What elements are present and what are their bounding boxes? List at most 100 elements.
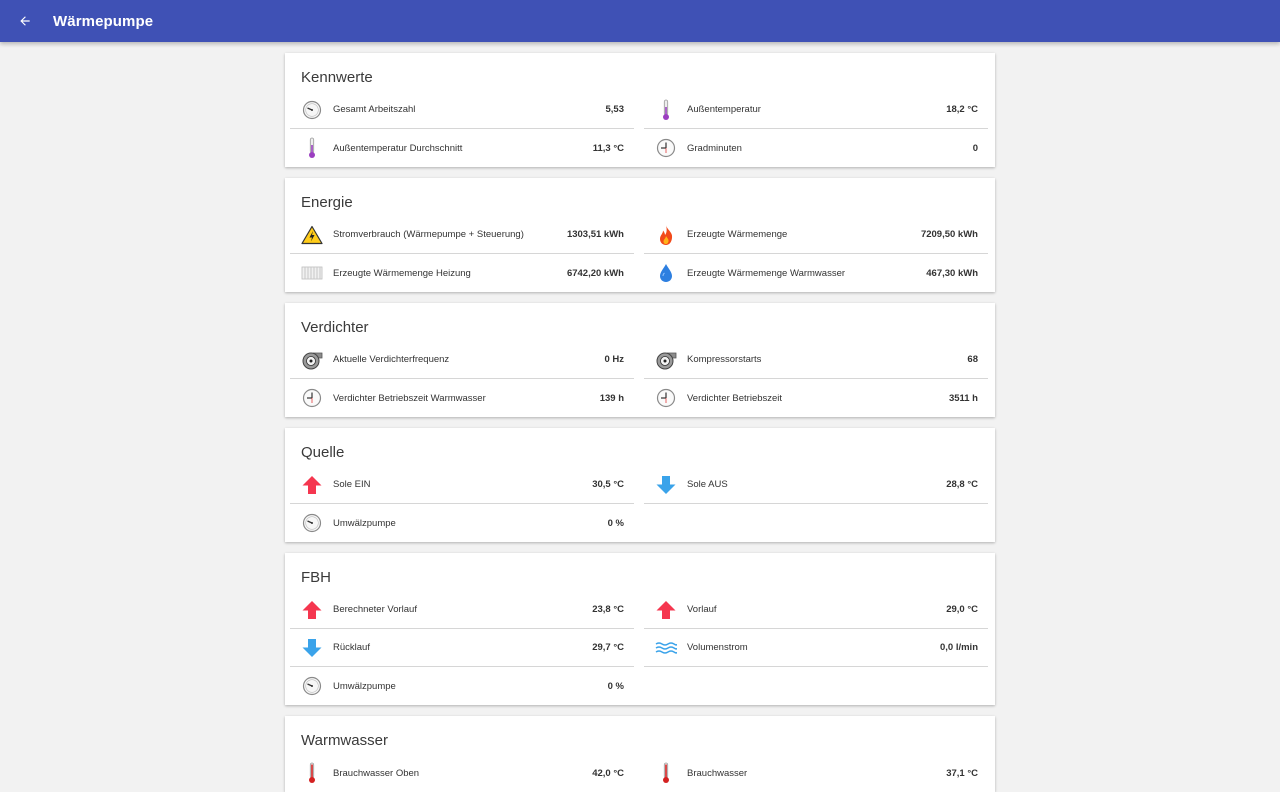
sensor-value: 7209,50 kWh: [920, 229, 978, 240]
clock-icon: [301, 387, 323, 409]
sensor-label: Berechneter Vorlauf: [333, 604, 417, 615]
main-content: Kennwerte Gesamt Arbeitszahl 5,53 Außent…: [285, 53, 995, 792]
empty-cell: [644, 504, 988, 542]
sensor-row[interactable]: Gesamt Arbeitszahl 5,53: [290, 91, 634, 129]
sensor-row[interactable]: Umwälzpumpe 0 %: [290, 504, 634, 542]
sensor-row[interactable]: Verdichter Betriebszeit Warmwasser 139 h: [290, 379, 634, 417]
sensor-row[interactable]: Erzeugte Wärmemenge 7209,50 kWh: [644, 216, 988, 254]
sensor-label: Kompressorstarts: [687, 354, 762, 365]
sensor-row[interactable]: Rücklauf 29,7 °C: [290, 629, 634, 667]
sensor-value: 42,0 °C: [592, 767, 624, 779]
sensor-value: 3511 h: [948, 392, 978, 404]
sensor-row[interactable]: Erzeugte Wärmemenge Warmwasser 467,30 kW…: [644, 254, 988, 292]
sensor-row[interactable]: Gradminuten 0: [644, 129, 988, 167]
sensor-label: Sole EIN: [333, 479, 371, 490]
sensor-row[interactable]: Berechneter Vorlauf 23,8 °C: [290, 591, 634, 629]
thermometer-hot-icon: [301, 762, 323, 784]
sensor-value: 0 %: [607, 517, 624, 529]
sensor-row[interactable]: Vorlauf 29,0 °C: [644, 591, 988, 629]
card-verdichter: Verdichter Aktuelle Verdichterfrequenz 0…: [285, 303, 995, 417]
card-kennwerte: Kennwerte Gesamt Arbeitszahl 5,53 Außent…: [285, 53, 995, 167]
sensor-label: Vorlauf: [687, 604, 717, 615]
sensor-label: Gesamt Arbeitszahl: [333, 104, 416, 115]
sensor-row[interactable]: Brauchwasser 37,1 °C: [644, 754, 988, 792]
sensor-label: Brauchwasser: [687, 767, 748, 779]
card-title: Kennwerte: [301, 69, 373, 86]
arrow-down-icon: [655, 474, 677, 496]
empty-cell: [644, 667, 988, 705]
waves-icon: [655, 637, 677, 659]
sensor-label: Sole AUS: [687, 479, 728, 490]
sensor-row[interactable]: Stromverbrauch (Wärmepumpe + Steuerung) …: [290, 216, 634, 254]
sensor-value: 0,0 l/min: [939, 642, 978, 653]
sensor-value: 30,5 °C: [592, 479, 624, 490]
sensor-value: 467,30 kWh: [926, 267, 978, 279]
sensor-label: Umwälzpumpe: [333, 517, 396, 529]
sensor-row[interactable]: Sole AUS 28,8 °C: [644, 466, 988, 504]
sensor-value: 0 Hz: [604, 354, 624, 365]
arrow-down-icon: [301, 637, 323, 659]
sensor-value: 37,1 °C: [946, 767, 978, 779]
card-fbh: FBH Berechneter Vorlauf 23,8 °C Vorlauf …: [285, 553, 995, 705]
sensor-label: Stromverbrauch (Wärmepumpe + Steuerung): [333, 229, 524, 240]
arrow-up-icon: [301, 474, 323, 496]
page-title: Wärmepumpe: [53, 12, 154, 30]
card-title: Warmwasser: [301, 732, 388, 749]
sensor-row[interactable]: Erzeugte Wärmemenge Heizung 6742,20 kWh: [290, 254, 634, 292]
gauge-icon: [301, 99, 323, 121]
sensor-row[interactable]: Außentemperatur Durchschnitt 11,3 °C: [290, 129, 634, 167]
sensor-value: 23,8 °C: [592, 604, 624, 615]
card-title: Verdichter: [301, 319, 369, 336]
sensor-value: 29,0 °C: [946, 604, 978, 615]
sensor-value: 6742,20 kWh: [566, 267, 624, 279]
sensor-label: Verdichter Betriebszeit Warmwasser: [333, 392, 486, 404]
sensor-label: Rücklauf: [333, 642, 370, 653]
gauge-icon: [301, 675, 323, 697]
sensor-value: 18,2 °C: [946, 104, 978, 115]
sensor-label: Außentemperatur: [687, 104, 761, 115]
sensor-value: 11,3 °C: [592, 142, 624, 154]
sensor-value: 1303,51 kWh: [566, 229, 624, 240]
sensor-label: Gradminuten: [687, 142, 742, 154]
card-title: Quelle: [301, 444, 345, 461]
card-title: Energie: [301, 194, 353, 211]
sensor-label: Erzeugte Wärmemenge Heizung: [333, 267, 471, 279]
card-title: FBH: [301, 569, 331, 586]
sensor-label: Erzeugte Wärmemenge Warmwasser: [687, 267, 846, 279]
sensor-label: Volumenstrom: [687, 642, 748, 653]
card-energie: Energie Stromverbrauch (Wärmepumpe + Ste…: [285, 178, 995, 292]
sensor-row[interactable]: Kompressorstarts 68: [644, 341, 988, 379]
sensor-row[interactable]: Verdichter Betriebszeit 3511 h: [644, 379, 988, 417]
compressor-icon: [301, 349, 323, 371]
sensor-value: 0 %: [607, 680, 624, 692]
sensor-value: 139 h: [599, 392, 624, 404]
app-bar: Wärmepumpe: [0, 0, 1280, 42]
sensor-label: Aktuelle Verdichterfrequenz: [333, 354, 450, 365]
arrow-left-icon: [18, 14, 32, 28]
sensor-value: 5,53: [605, 104, 625, 115]
back-button[interactable]: [17, 13, 33, 29]
sensor-label: Außentemperatur Durchschnitt: [333, 142, 463, 154]
thermometer-icon: [655, 99, 677, 121]
sensor-label: Verdichter Betriebszeit: [687, 392, 783, 404]
card-quelle: Quelle Sole EIN 30,5 °C Sole AUS 28,8 °C: [285, 428, 995, 542]
sensor-row[interactable]: Brauchwasser Oben 42,0 °C: [290, 754, 634, 792]
sensor-value: 29,7 °C: [592, 642, 624, 653]
sensor-label: Erzeugte Wärmemenge: [687, 229, 788, 240]
sensor-row[interactable]: Außentemperatur 18,2 °C: [644, 91, 988, 129]
arrow-up-icon: [655, 599, 677, 621]
sensor-row[interactable]: Sole EIN 30,5 °C: [290, 466, 634, 504]
gauge-icon: [301, 512, 323, 534]
sensor-row[interactable]: Umwälzpumpe 0 %: [290, 667, 634, 705]
water-drop-icon: [655, 262, 677, 284]
thermometer-hot-icon: [655, 762, 677, 784]
clock-icon: [655, 137, 677, 159]
sensor-row[interactable]: Volumenstrom 0,0 l/min: [644, 629, 988, 667]
sensor-value: 0: [972, 142, 978, 154]
sensor-row[interactable]: Aktuelle Verdichterfrequenz 0 Hz: [290, 341, 634, 379]
sensor-label: Brauchwasser Oben: [333, 767, 420, 779]
sensor-label: Umwälzpumpe: [333, 680, 396, 692]
thermometer-icon: [301, 137, 323, 159]
radiator-icon: [301, 262, 323, 284]
card-warmwasser: Warmwasser Brauchwasser Oben 42,0 °C Bra…: [285, 716, 995, 792]
